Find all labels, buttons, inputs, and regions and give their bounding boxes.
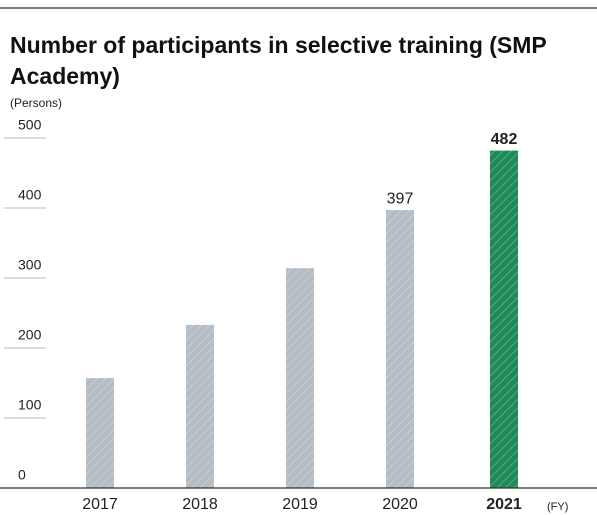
bar-hatch <box>86 378 114 488</box>
y-tick-label: 200 <box>18 327 42 343</box>
y-tick-label: 100 <box>18 397 42 413</box>
bar-hatch <box>386 210 414 488</box>
bar-hatch <box>186 324 214 488</box>
x-tick-label: 2018 <box>182 496 218 513</box>
x-tick-label: 2019 <box>282 496 318 513</box>
y-tick-label: 400 <box>18 187 42 203</box>
x-tick-label: 2020 <box>382 496 418 513</box>
value-label: 482 <box>491 131 518 148</box>
y-tick-label: 0 <box>18 467 26 483</box>
bar-hatch <box>490 150 518 488</box>
x-tick-label: 2017 <box>82 496 118 513</box>
value-label: 397 <box>387 190 414 207</box>
y-tick-label: 300 <box>18 257 42 273</box>
y-tick-label: 500 <box>18 117 42 133</box>
y-axis-label: (Persons) <box>10 96 62 110</box>
bar-hatch <box>286 268 314 488</box>
x-axis-label: (FY) <box>547 501 568 513</box>
x-tick-label: 2021 <box>486 496 522 513</box>
chart-title: Number of participants in selective trai… <box>10 32 547 89</box>
